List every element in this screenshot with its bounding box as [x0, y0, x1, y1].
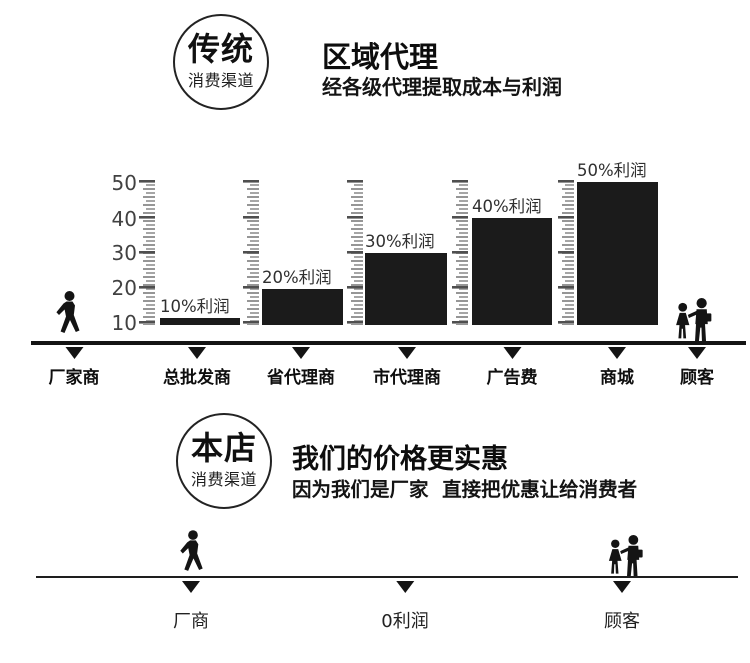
badge-title: 传统: [187, 29, 254, 68]
flow-station: 顾客: [604, 581, 640, 633]
y-axis-tick: 30: [111, 241, 137, 265]
station-label: 市代理商: [373, 368, 441, 388]
flow-station: 0利润: [381, 581, 429, 633]
flow-station: 厂商: [173, 581, 209, 633]
axis-station: 广告费: [487, 347, 538, 388]
walking-person-icon: [180, 530, 203, 571]
arrow-down-icon: [395, 581, 414, 593]
axis-station: 顾客: [680, 347, 714, 388]
flow-line: [36, 576, 738, 579]
axis-station: 厂家商: [49, 347, 100, 388]
shop-subheading: 因为我们是厂家 直接把优惠让给消费者: [292, 478, 638, 501]
profit-bar-label: 40%利润: [472, 196, 542, 216]
station-label: 顾客: [604, 611, 640, 632]
station-label: 厂家商: [48, 368, 100, 388]
y-axis-tick: 20: [111, 276, 137, 300]
axis-station: 总批发商: [163, 347, 231, 388]
axis-station: 省代理商: [267, 347, 335, 388]
station-label: 总批发商: [163, 368, 231, 388]
station-label: 0利润: [381, 611, 429, 632]
traditional-subheading: 经各级代理提取成本与利润: [322, 75, 562, 99]
traditional-heading: 区域代理: [322, 40, 439, 74]
station-label: 厂商: [173, 611, 209, 632]
station-label: 省代理商: [267, 368, 335, 388]
arrow-down-icon: [503, 347, 521, 359]
axis-baseline: [31, 341, 746, 345]
arrow-down-icon: [613, 581, 631, 593]
customer-couple-icon: [676, 298, 712, 342]
station-label: 顾客: [680, 368, 714, 388]
station-label: 广告费: [486, 368, 538, 388]
walking-person-icon: [56, 291, 80, 333]
bar-group: 30%利润: [365, 231, 447, 325]
profit-bar-label: 50%利润: [577, 160, 647, 180]
profit-bar-label: 30%利润: [365, 231, 435, 251]
ruler-scale-icon: [558, 180, 574, 325]
traditional-channel-badge: 传统 消费渠道: [173, 14, 269, 110]
shop-heading: 我们的价格更实惠: [292, 444, 508, 475]
badge-subtitle: 消费渠道: [187, 71, 254, 91]
ruler-scale-icon: [139, 180, 155, 325]
badge-subtitle: 消费渠道: [190, 470, 257, 490]
ruler-scale-icon: [452, 180, 468, 325]
arrow-down-icon: [182, 581, 200, 593]
arrow-down-icon: [292, 347, 310, 359]
bar-group: 40%利润: [472, 196, 552, 325]
profit-bar: [365, 253, 447, 325]
bar-group: 50%利润: [577, 160, 658, 325]
y-axis-tick: 50: [111, 171, 137, 195]
profit-bar-label: 20%利润: [262, 267, 332, 287]
customer-couple-icon: [608, 534, 643, 577]
bar-group: 10%利润: [160, 296, 240, 325]
arrow-down-icon: [65, 347, 83, 359]
ruler-scale-icon: [347, 180, 363, 325]
arrow-down-icon: [688, 347, 706, 359]
ruler-scale-icon: [243, 180, 259, 325]
arrow-down-icon: [608, 347, 626, 359]
shop-channel-badge: 本店 消费渠道: [176, 413, 272, 509]
axis-station: 市代理商: [373, 347, 441, 388]
profit-bar: [577, 182, 658, 325]
badge-title: 本店: [190, 428, 257, 467]
arrow-down-icon: [188, 347, 206, 359]
profit-bar-label: 10%利润: [160, 296, 230, 316]
y-axis-tick: 40: [111, 207, 137, 231]
axis-station: 商城: [600, 347, 634, 388]
y-axis-tick: 10: [111, 311, 137, 335]
profit-bar: [262, 289, 343, 325]
profit-bar: [472, 218, 552, 325]
arrow-down-icon: [398, 347, 416, 359]
bar-group: 20%利润: [262, 267, 343, 325]
profit-bar: [160, 318, 240, 325]
station-label: 商城: [600, 368, 634, 388]
